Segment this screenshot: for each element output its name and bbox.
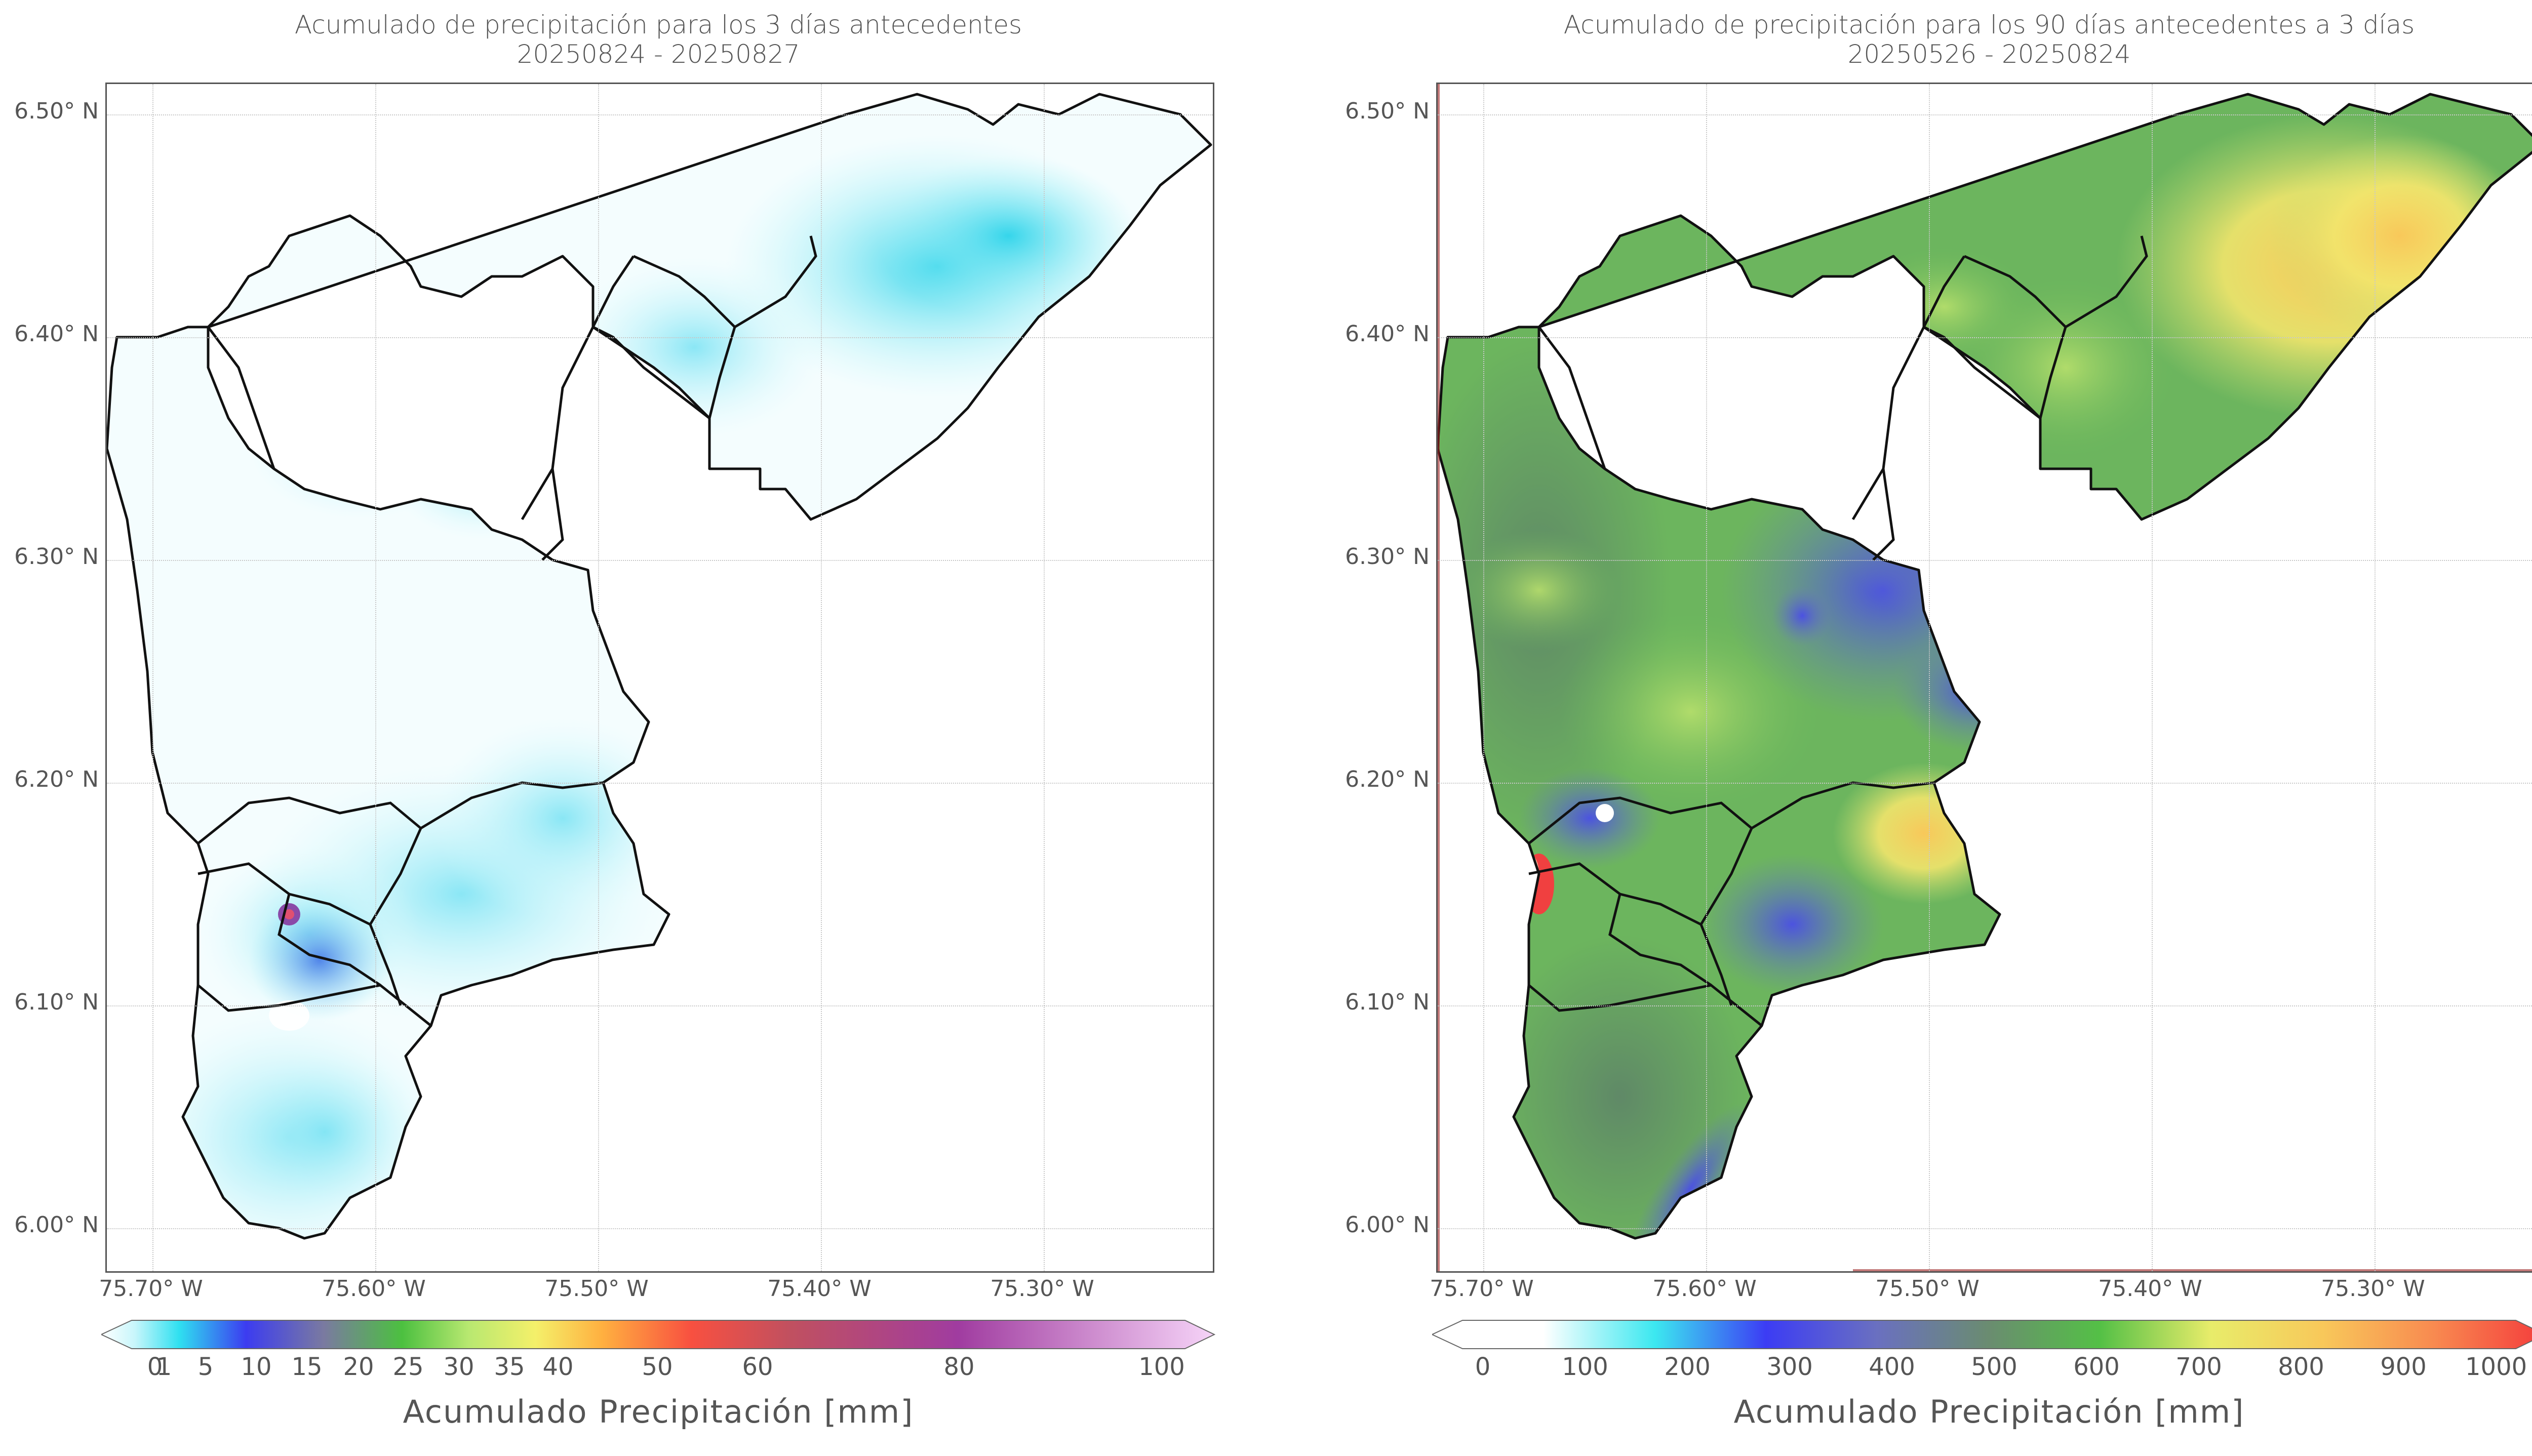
lon-label: 75.30° W [990,1276,1094,1302]
left-precip-map [107,93,1212,1240]
grid-line [821,84,822,1271]
right-map-title-line1: Acumulado de precipitación para los 90 d… [1563,10,2415,39]
colorbar-tick: 0 [147,1353,163,1381]
lon-label: 75.30° W [2321,1276,2425,1302]
colorbar-tick: 25 [392,1353,424,1381]
colorbar-tick: 30 [443,1353,474,1381]
lat-label: 6.30° N [14,544,99,570]
colorbar-tick: 20 [343,1353,374,1381]
colorbar-tick: 100 [1562,1353,1608,1381]
grid-line [107,783,1213,784]
right-colorbar-label: Acumulado Precipitación [mm] [1733,1393,2245,1430]
lat-label: 6.00° N [1345,1212,1430,1238]
colorbar-tick: 900 [2380,1353,2427,1381]
left-colorbar-label: Acumulado Precipitación [mm] [403,1393,914,1430]
grid-line [598,84,599,1271]
right-map-panel [1436,83,2532,1273]
right-map-title-line2: 20250526 - 20250824 [1847,39,2131,69]
colorbar-tick: 10 [241,1353,272,1381]
grid-line [1706,84,1707,1271]
lat-label: 6.40° N [1345,321,1430,347]
lon-label: 75.60° W [322,1276,426,1302]
grid-line [152,84,153,1271]
grid-line [2152,84,2153,1271]
colorbar-tick: 1000 [2465,1353,2527,1381]
colorbar-tick: 50 [642,1353,673,1381]
grid-line [1044,84,1045,1271]
grid-line [107,1005,1213,1006]
colorbar-tick: 700 [2175,1353,2222,1381]
grid-line [375,84,376,1271]
left-colorbar [101,1320,1215,1349]
colorbar-tick: 15 [291,1353,323,1381]
colorbar-tick: 0 [1475,1353,1491,1381]
grid-line [107,1228,1213,1229]
right-colorbar [1432,1320,2532,1349]
grid-line [1438,783,2532,784]
grid-line [2375,84,2376,1271]
lat-label: 6.20° N [1345,766,1430,792]
lat-label: 6.30° N [1345,544,1430,570]
colorbar-tick: 200 [1664,1353,1711,1381]
colorbar-tick: 5 [197,1353,214,1381]
left-map-title-line2: 20250824 - 20250827 [517,39,800,69]
colorbar-tick: 60 [742,1353,773,1381]
left-map-title: Acumulado de precipitación para los 3 dí… [105,10,1211,69]
colorbar-tick: 1 [156,1353,172,1381]
grid-line [1438,560,2532,561]
lat-label: 6.10° N [14,989,99,1015]
grid-line [107,114,1213,115]
lat-label: 6.20° N [14,766,99,792]
colorbar-tick: 500 [1971,1353,2017,1381]
grid-line [1438,337,2532,338]
lat-label: 6.40° N [14,321,99,347]
colorbar-tick: 300 [1766,1353,1813,1381]
lon-label: 75.50° W [544,1276,649,1302]
colorbar-tick: 400 [1869,1353,1915,1381]
right-precip-map [1438,84,2532,1271]
lat-label: 6.00° N [14,1212,99,1238]
grid-line [1438,1005,2532,1006]
lat-label: 6.10° N [1345,989,1430,1015]
lon-label: 75.50° W [1875,1276,1980,1302]
colorbar-tick: 100 [1138,1353,1185,1381]
lon-label: 75.60° W [1652,1276,1757,1302]
lon-label: 75.40° W [2098,1276,2202,1302]
colorbar-tick: 800 [2278,1353,2324,1381]
grid-line [107,560,1213,561]
colorbar-tick: 600 [2073,1353,2120,1381]
lon-label: 75.70° W [99,1276,203,1302]
grid-line [107,337,1213,338]
lat-label: 6.50° N [1345,98,1430,124]
right-map-title: Acumulado de precipitación para los 90 d… [1436,10,2532,69]
lon-label: 75.70° W [1430,1276,1534,1302]
lat-label: 6.50° N [14,98,99,124]
grid-line [1438,1228,2532,1229]
colorbar-tick: 40 [542,1353,574,1381]
left-map-title-line1: Acumulado de precipitación para los 3 dí… [294,10,1022,39]
grid-line [1929,84,1930,1271]
colorbar-tick: 35 [494,1353,525,1381]
lon-label: 75.40° W [767,1276,872,1302]
grid-line [1438,114,2532,115]
colorbar-tick: 80 [943,1353,975,1381]
left-map-panel [105,83,1214,1273]
grid-line [1483,84,1484,1271]
